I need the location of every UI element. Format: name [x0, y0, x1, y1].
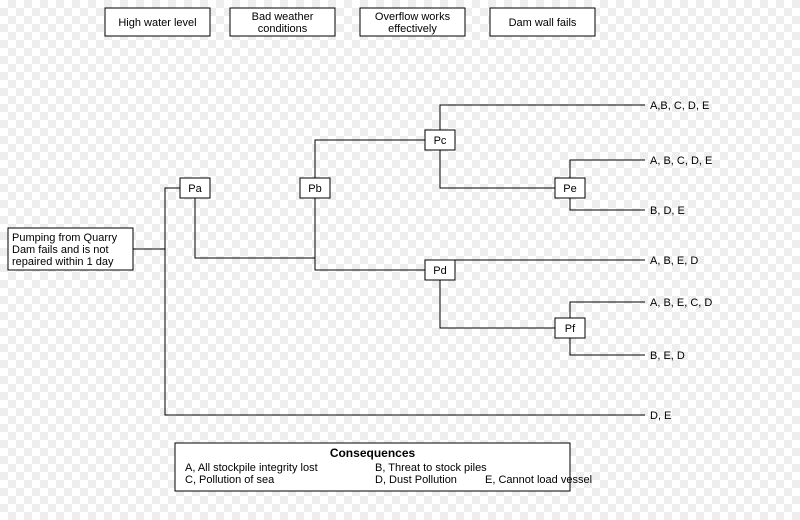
leaf-label: A, B, E, C, D	[650, 297, 712, 309]
svg-text:A, B, E, C, D: A, B, E, C, D	[650, 297, 712, 309]
svg-text:Pc: Pc	[434, 135, 447, 147]
leaf-label: A, B, C, D, E	[650, 155, 712, 167]
tree-edge	[440, 260, 645, 270]
leaf-label: A,B, C, D, E	[650, 100, 709, 112]
svg-text:Pd: Pd	[433, 265, 446, 277]
svg-text:Bad weatherconditions: Bad weatherconditions	[252, 11, 314, 35]
legend-box: Consequences A, All stockpile integrity l…	[175, 443, 592, 491]
node-pf: Pf	[555, 318, 585, 338]
svg-text:E, Cannot load vessel: E, Cannot load vessel	[485, 474, 592, 486]
tree-edge	[315, 258, 440, 270]
tree-edge	[440, 105, 645, 140]
node-pa: Pa	[180, 178, 210, 198]
header-box: Overflow workseffectively	[360, 8, 465, 36]
svg-text:Dam wall fails: Dam wall fails	[509, 17, 577, 29]
tree-edge	[440, 140, 570, 188]
svg-text:Pa: Pa	[188, 183, 202, 195]
svg-text:A, All stockpile integrity los: A, All stockpile integrity lost	[185, 462, 318, 474]
svg-text:Pe: Pe	[563, 183, 576, 195]
leaf-label: B, E, D	[650, 350, 685, 362]
event-tree-diagram: High water level Bad weatherconditions Ove…	[0, 0, 800, 515]
node-pb: Pb	[300, 178, 330, 198]
tree-edge	[195, 188, 315, 258]
node-pc: Pc	[425, 130, 455, 150]
tree-edge	[440, 270, 570, 328]
svg-text:Pf: Pf	[565, 323, 576, 335]
svg-text:B, Threat to stock piles: B, Threat to stock piles	[375, 462, 487, 474]
svg-text:D, E: D, E	[650, 410, 671, 422]
header-box: High water level	[105, 8, 210, 36]
svg-text:Pb: Pb	[308, 183, 321, 195]
svg-text:B, D, E: B, D, E	[650, 205, 685, 217]
header-box: Dam wall fails	[490, 8, 595, 36]
leaf-label: B, D, E	[650, 205, 685, 217]
node-pd: Pd	[425, 260, 455, 280]
tree-edge	[315, 140, 440, 188]
svg-text:High water level: High water level	[118, 17, 196, 29]
svg-text:B, E, D: B, E, D	[650, 350, 685, 362]
leaf-label: D, E	[650, 410, 671, 422]
svg-text:Pumping from QuarryDam fails a: Pumping from QuarryDam fails and is notr…	[12, 232, 118, 268]
svg-text:A,B, C, D, E: A,B, C, D, E	[650, 100, 709, 112]
svg-text:D, Dust Pollution: D, Dust Pollution	[375, 474, 457, 486]
root-event-box: Pumping from QuarryDam fails and is notr…	[8, 228, 133, 270]
svg-text:A, B, E, D: A, B, E, D	[650, 255, 698, 267]
node-pe: Pe	[555, 178, 585, 198]
leaf-label: A, B, E, D	[650, 255, 698, 267]
svg-text:Consequences: Consequences	[330, 446, 416, 460]
svg-text:A, B, C, D, E: A, B, C, D, E	[650, 155, 712, 167]
header-box: Bad weatherconditions	[230, 8, 335, 36]
svg-text:C, Pollution of sea: C, Pollution of sea	[185, 474, 275, 486]
